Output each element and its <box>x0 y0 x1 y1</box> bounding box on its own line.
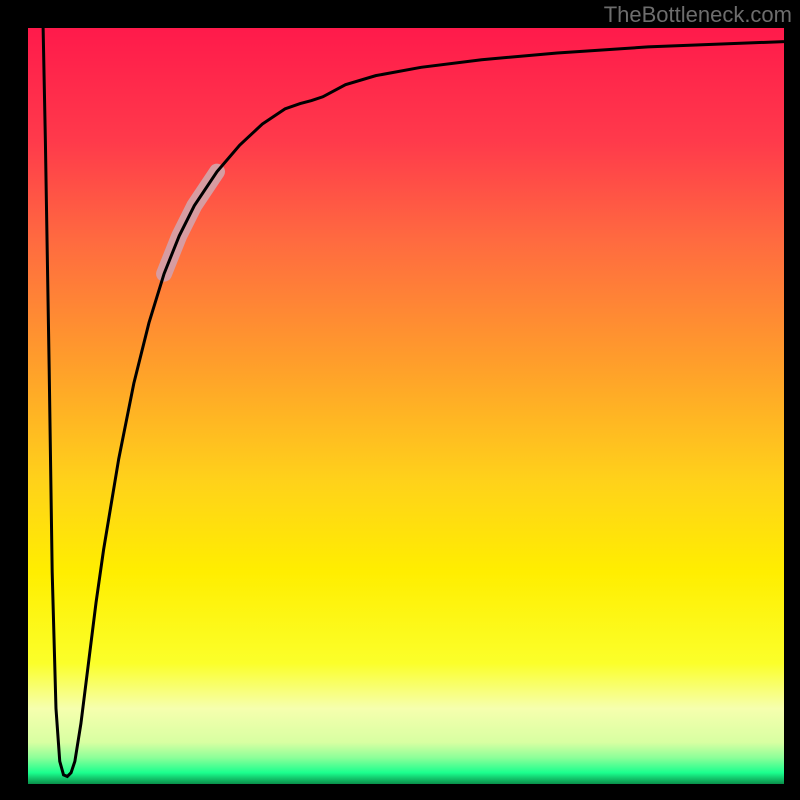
gradient-background <box>28 28 784 784</box>
chart-container: TheBottleneck.com <box>0 0 800 800</box>
watermark-text: TheBottleneck.com <box>604 2 792 28</box>
bottleneck-chart <box>28 28 784 784</box>
